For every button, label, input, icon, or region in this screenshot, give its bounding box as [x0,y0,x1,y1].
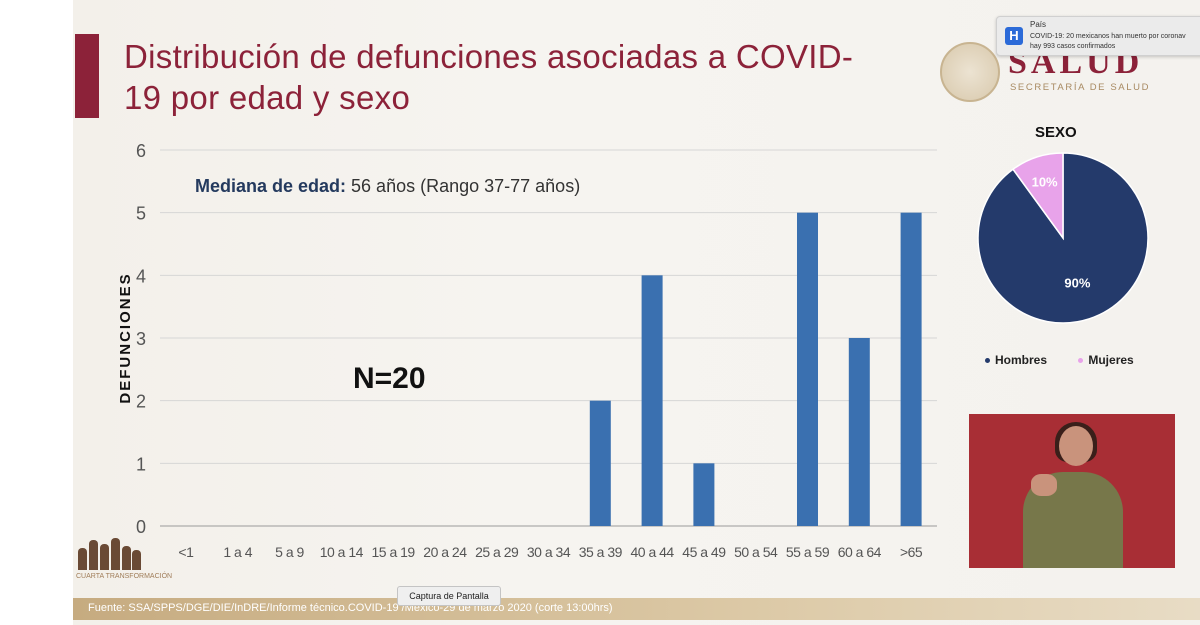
legend-swatch-mujeres [1078,358,1084,364]
interpreter-head [1059,426,1093,466]
title-accent-bar [75,34,99,118]
legend-label-mujeres: Mujeres [1088,353,1134,367]
n-total-label: N=20 [353,362,426,395]
notification-message-line-1: COVID-19: 20 mexicanos han muerto por co… [1030,33,1186,40]
legend-item-hombres: Hombres [985,353,1061,367]
news-app-icon: H [1005,27,1023,45]
pie-legend: Hombres Mujeres [985,353,1162,367]
news-notification[interactable]: H País COVID-19: 20 mexicanos han muerto… [996,16,1200,56]
hero-figure [100,544,109,570]
median-label: Mediana de edad: [195,176,347,196]
corner-logo-text: CUARTA TRANSFORMACIÓN [76,573,173,580]
pie-title: SEXO [1035,124,1077,141]
left-margin [0,0,73,625]
hero-figure [89,540,98,570]
notification-message: COVID-19: 20 mexicanos han muerto por co… [1030,32,1200,52]
median-value: 56 años (Rango 37-77 años) [346,176,581,196]
pie-value-label: 90% [1064,275,1090,290]
footer-band [73,598,1200,620]
interpreter-hand [1031,474,1057,496]
sign-language-interpreter-video [969,414,1175,568]
legend-label-hombres: Hombres [995,353,1048,367]
notification-source: País [1030,20,1047,29]
legend-item-mujeres: Mujeres [1078,353,1147,367]
hero-figure [122,546,131,570]
hero-figure [111,538,120,570]
slide-title: Distribución de defunciones asociadas a … [124,38,854,116]
notification-message-line-2: hay 993 casos confirmados [1030,43,1116,50]
hero-figure [78,548,87,570]
legend-swatch-hombres [985,358,990,364]
mexico-seal-icon [940,42,1000,102]
median-age-text: Mediana de edad: 56 años (Rango 37-77 añ… [195,176,580,197]
screen-capture-button[interactable]: Captura de Pantalla [397,586,501,606]
source-footnote: Fuente: SSA/SPPS/DGE/DIE/InDRE/Informe t… [88,602,613,614]
pie-slice [1011,152,1064,241]
corner-heroes-logo-icon [76,530,142,570]
pie-value-label: 10% [1032,174,1058,189]
pie-chart: 90% 10% [977,152,1149,324]
salud-logo-subtitle: SECRETARÍA DE SALUD [1010,82,1151,93]
hero-figure [132,550,141,570]
